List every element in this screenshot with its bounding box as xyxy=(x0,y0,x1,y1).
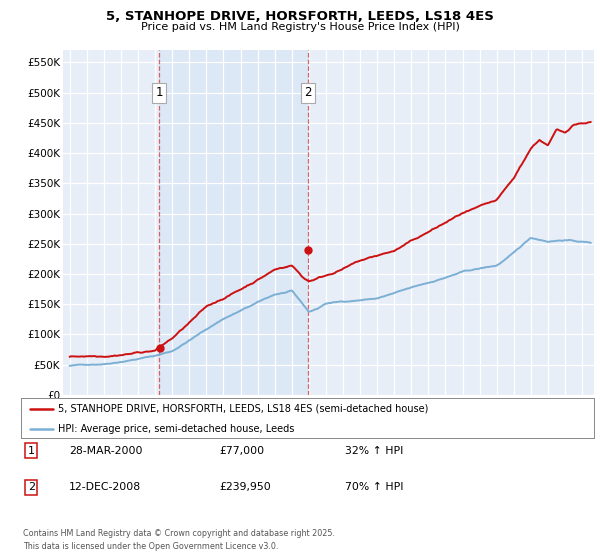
Text: £77,000: £77,000 xyxy=(219,446,264,456)
Text: Contains HM Land Registry data © Crown copyright and database right 2025.: Contains HM Land Registry data © Crown c… xyxy=(23,529,335,538)
Text: 12-DEC-2008: 12-DEC-2008 xyxy=(69,482,141,492)
Text: £239,950: £239,950 xyxy=(219,482,271,492)
Text: 2: 2 xyxy=(304,86,312,99)
Text: HPI: Average price, semi-detached house, Leeds: HPI: Average price, semi-detached house,… xyxy=(58,424,295,434)
Text: 70% ↑ HPI: 70% ↑ HPI xyxy=(345,482,404,492)
Bar xyxy=(159,50,308,395)
Text: 1: 1 xyxy=(155,86,163,99)
Text: 5, STANHOPE DRIVE, HORSFORTH, LEEDS, LS18 4ES: 5, STANHOPE DRIVE, HORSFORTH, LEEDS, LS1… xyxy=(106,10,494,23)
Text: 2: 2 xyxy=(28,482,35,492)
Text: Price paid vs. HM Land Registry's House Price Index (HPI): Price paid vs. HM Land Registry's House … xyxy=(140,22,460,32)
Text: 32% ↑ HPI: 32% ↑ HPI xyxy=(345,446,403,456)
Text: 1: 1 xyxy=(28,446,35,456)
Text: This data is licensed under the Open Government Licence v3.0.: This data is licensed under the Open Gov… xyxy=(23,542,278,550)
Text: 5, STANHOPE DRIVE, HORSFORTH, LEEDS, LS18 4ES (semi-detached house): 5, STANHOPE DRIVE, HORSFORTH, LEEDS, LS1… xyxy=(58,404,428,414)
Text: 28-MAR-2000: 28-MAR-2000 xyxy=(69,446,143,456)
